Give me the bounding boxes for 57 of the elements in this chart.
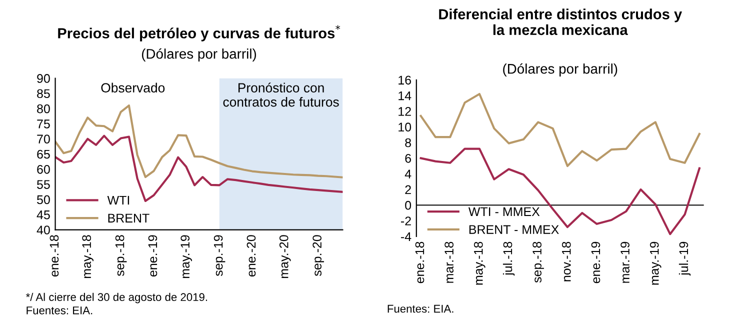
x-tick-label: sep.-19 [214,235,226,276]
x-tick-label: jul.-18 [502,242,515,276]
x-tick-label: ene.-19 [591,242,600,284]
chart-title: Precios del petróleo y curvas de futuros$^{*}$ [58,25,340,42]
legend-label: WTI [107,196,130,205]
y-tick-label: 6 [405,154,411,163]
y-tick-label: 4 [404,170,412,178]
x-tick-label: ene.-20 [246,235,256,276]
y-tick-label: 80 [37,104,50,114]
y-tick-label: -2 [400,216,411,226]
y-tick-label: 10 [398,122,412,132]
y-tick-label: 75 [37,120,50,128]
x-tick-label: ene.-18 [50,235,59,276]
band-label: Pronóstico con contratos de futuros [223,82,339,107]
line-series [55,134,343,202]
x-tick-label: may.-18 [474,242,486,285]
chart-subtitle: (Dólares por barril) [503,63,618,76]
chart-title: Diferencial entre distintos crudos y la mezcla mexicana [439,8,682,36]
y-tick-label: 50 [37,195,50,204]
x-tick-label: may.-20 [279,235,291,278]
legend-label: BRENT [108,214,150,222]
y-tick-label: 60 [37,164,50,174]
line-series [420,148,700,236]
x-tick-label: sep.-18 [532,242,544,283]
x-tick-label: sep.-20 [312,235,324,276]
y-tick-label: 12 [398,107,411,116]
text: */ Al cierre del 30 de agosto de 2019. [26,292,208,304]
x-tick-label: sep.-18 [115,235,127,276]
chart-subtitle: (Dólares por barril) [142,48,256,62]
y-tick-label: 40 [36,226,50,234]
source-note: Fuentes: EIA. [26,306,92,314]
x-tick-label: jul.-19 [678,242,691,276]
annotation: Observado [101,82,165,92]
y-tick-label: -4 [400,232,412,241]
y-tick-label: 8 [405,138,411,148]
x-tick-label: ene.-19 [148,235,158,276]
y-tick-label: 90 [37,74,50,83]
legend-label: BRENT - MMEX [469,225,559,234]
y-tick-label: 14 [398,92,412,100]
y-tick-label: 70 [37,134,50,144]
y-tick-label: 2 [405,185,411,194]
y-tick-label: 55 [37,180,50,189]
legend-label: WTI - MMEX [468,207,540,216]
x-tick-label: mar.-19 [620,242,630,283]
y-tick-label: 0 [405,200,412,210]
x-tick-label: mar.-18 [444,242,454,283]
x-tick-label: nov.-18 [562,242,571,282]
x-tick-label: ene.-18 [415,242,424,284]
x-tick-label: may.-18 [82,235,94,278]
source-note: Fuentes: EIA. [388,304,454,313]
y-tick-label: 45 [36,210,50,220]
x-tick-label: may.-19 [650,242,662,285]
y-tick-label: 65 [37,150,50,159]
y-tick-label: 16 [398,76,411,85]
x-tick-label: may.-19 [180,235,192,278]
y-tick-label: 85 [37,89,50,98]
line-series [420,92,700,168]
